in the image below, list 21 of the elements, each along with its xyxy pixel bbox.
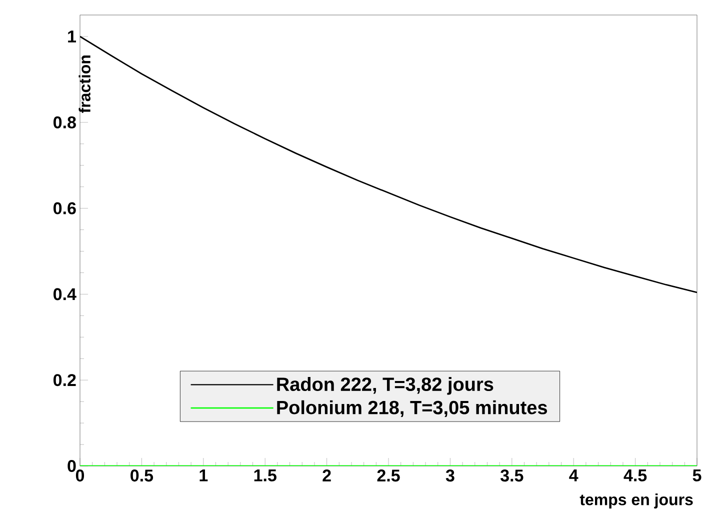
x-tick-label: 2.5	[377, 470, 400, 482]
y-tick-label: 0.2	[54, 374, 76, 386]
legend-label: Radon 222, T=3,82 jours	[277, 377, 494, 395]
y-axis-title: fraction	[78, 56, 90, 113]
x-tick-label: 1	[200, 470, 208, 482]
y-tick-label: 0.8	[54, 116, 76, 128]
x-tick-label: 5	[692, 470, 702, 482]
x-tick-label: 1.5	[254, 470, 276, 482]
x-axis-title: temps en jours	[580, 494, 693, 508]
x-tick-label: 4.5	[624, 470, 647, 482]
x-tick-label: 3.5	[500, 470, 524, 482]
x-tick-label: 4	[569, 470, 578, 482]
y-tick-label: 0	[68, 460, 76, 472]
x-tick-label: 2	[322, 470, 331, 482]
y-tick-label: 1	[68, 30, 76, 42]
x-tick-label: 3	[446, 470, 454, 482]
y-tick-label: 0.4	[54, 288, 76, 300]
x-tick-label: 0.5	[130, 470, 154, 482]
legend-label: Polonium 218, T=3,05 minutes	[277, 400, 548, 418]
x-tick-label: 0	[76, 470, 84, 482]
y-tick-label: 0.6	[54, 202, 76, 214]
